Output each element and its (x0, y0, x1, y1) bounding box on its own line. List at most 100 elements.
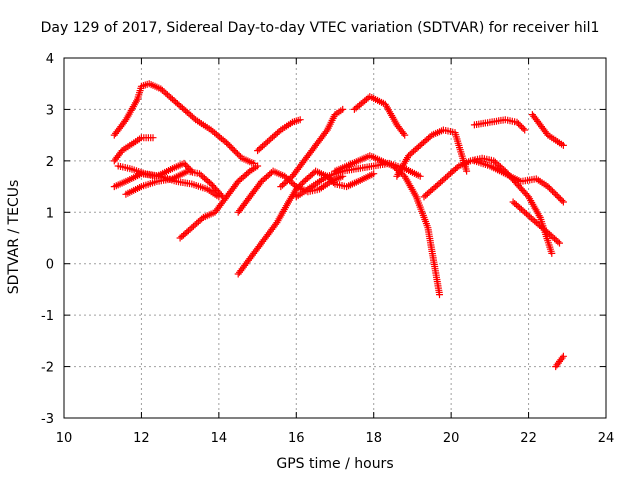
data-point-marker (422, 191, 430, 199)
data-point-marker (233, 150, 241, 158)
data-point-marker (294, 184, 302, 192)
data-point-marker (399, 129, 407, 137)
x-tick-label: 16 (288, 431, 305, 446)
data-point-marker (295, 182, 303, 190)
data-point-marker (432, 183, 440, 191)
data-point-marker (426, 133, 434, 141)
data-point-marker (191, 221, 199, 229)
data-point-marker (546, 184, 553, 192)
data-point-marker (201, 174, 208, 182)
series-track-10 (277, 105, 347, 191)
data-point-marker (266, 170, 274, 178)
data-point-marker (519, 125, 527, 132)
data-point-marker (553, 192, 561, 200)
data-point-marker (254, 162, 262, 170)
x-tick-label: 18 (365, 431, 382, 446)
data-point-marker (549, 187, 557, 195)
y-tick-label: -2 (41, 361, 54, 376)
y-tick-label: -3 (41, 412, 54, 427)
series-track-13 (350, 93, 409, 139)
data-point-marker (236, 176, 244, 184)
data-point-marker (436, 291, 443, 299)
data-point-marker (551, 235, 559, 243)
data-point-marker (221, 137, 229, 145)
data-point-marker (425, 134, 432, 142)
data-point-marker (559, 352, 567, 360)
data-point-marker (275, 128, 283, 135)
data-point-marker (289, 180, 297, 188)
series-track-15 (420, 154, 556, 257)
data-point-marker (518, 123, 526, 131)
data-point-marker (244, 169, 252, 177)
data-point-marker (517, 205, 525, 213)
data-point-marker (184, 227, 192, 235)
x-tick-label: 22 (520, 431, 537, 446)
data-point-marker (196, 216, 204, 224)
y-tick-label: 1 (46, 206, 54, 221)
data-point-marker (149, 134, 157, 142)
x-tick-label: 20 (443, 431, 460, 446)
data-point-marker (443, 172, 451, 180)
data-point-marker (292, 185, 300, 193)
data-point-marker (543, 129, 551, 137)
data-point-marker (180, 105, 188, 113)
data-point-marker (539, 224, 547, 232)
series-track-16 (470, 116, 529, 134)
data-point-marker (270, 132, 278, 140)
data-point-marker (265, 136, 273, 144)
data-point-marker (233, 179, 241, 187)
data-point-marker (259, 176, 267, 184)
data-point-marker (437, 178, 445, 186)
data-point-marker (227, 144, 235, 151)
data-point-marker (206, 179, 213, 186)
series-track-01 (110, 80, 258, 167)
data-point-marker (272, 220, 280, 228)
data-point-marker (544, 183, 552, 191)
data-point-marker (512, 201, 520, 209)
series-track-06 (176, 162, 262, 242)
data-point-marker (297, 181, 305, 188)
data-point-marker (302, 176, 310, 184)
data-point-marker (170, 97, 178, 105)
data-point-marker (185, 110, 193, 118)
data-point-marker (235, 151, 243, 159)
x-tick-label: 12 (133, 431, 150, 446)
data-point-marker (259, 142, 266, 150)
series-track-12 (331, 152, 443, 299)
data-point-marker (328, 177, 336, 185)
data-point-marker (277, 183, 285, 191)
data-point-marker (463, 167, 471, 175)
data-point-marker (264, 138, 271, 146)
y-tick-label: -1 (41, 309, 54, 324)
x-tick-label: 24 (598, 431, 615, 446)
data-point-marker (418, 140, 426, 148)
data-point-marker (186, 225, 194, 233)
data-point-marker (559, 198, 567, 206)
data-point-marker (322, 128, 330, 136)
series-track-07 (234, 167, 347, 216)
data-point-marker (427, 187, 435, 195)
data-point-marker (183, 163, 191, 170)
y-tick-label: 0 (46, 258, 54, 273)
data-point-marker (326, 175, 334, 183)
data-point-marker (516, 121, 524, 129)
data-point-marker (223, 139, 231, 147)
data-point-marker (196, 170, 203, 178)
y-tick-label: 3 (46, 103, 54, 118)
data-point-marker (163, 91, 171, 99)
data-point-marker (330, 179, 337, 186)
x-tick-label: 14 (211, 431, 228, 446)
data-point-marker (121, 117, 129, 125)
data-point-marker (550, 189, 558, 197)
data-point-marker (423, 136, 431, 144)
series-track-09 (254, 116, 304, 155)
data-point-marker (442, 174, 450, 182)
data-point-marker (524, 211, 532, 219)
data-point-marker (408, 149, 416, 157)
data-point-marker (529, 216, 537, 224)
data-point-marker (198, 215, 206, 223)
data-point-marker (513, 118, 521, 126)
data-point-marker (519, 207, 527, 215)
series-track-02 (110, 134, 157, 165)
series-track-19 (509, 198, 563, 247)
